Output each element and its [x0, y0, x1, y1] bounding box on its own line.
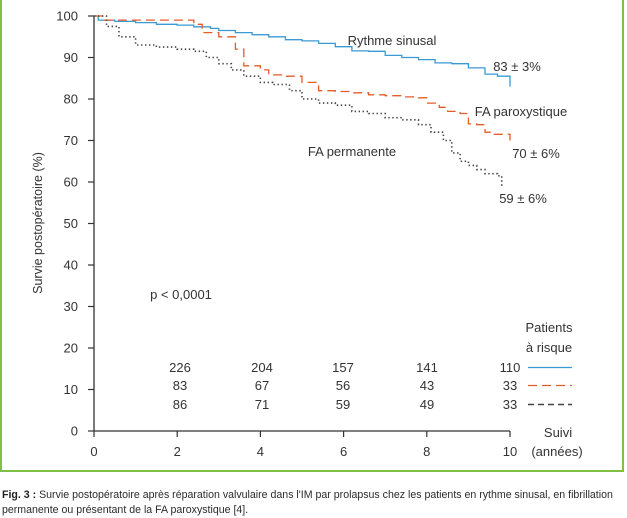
- p-value-label: p < 0,0001: [150, 287, 212, 302]
- caption-text: Survie postopératoire après réparation v…: [2, 489, 613, 516]
- caption-label: Fig. 3 :: [2, 489, 37, 501]
- risk-table-cell: 86: [173, 397, 187, 412]
- y-tick-label: 10: [64, 382, 78, 397]
- y-axis: 0 10 20 30 40 50 60 70 80 90 100: [56, 9, 95, 439]
- series-label-rythme-sinusal: Rythme sinusal: [348, 33, 437, 48]
- x-axis-label-line1: Suivi: [544, 425, 572, 440]
- frame-left-border: [0, 0, 2, 472]
- x-axis: 0 2 4 6 8 10: [90, 430, 517, 459]
- frame-right-border: [622, 0, 624, 472]
- series-line-fa-permanente: [94, 15, 503, 187]
- x-tick-label: 10: [503, 444, 517, 459]
- end-label-fa-permanente: 59 ± 6%: [499, 191, 547, 206]
- x-tick-label: 2: [174, 444, 181, 459]
- x-tick-label: 6: [340, 444, 347, 459]
- risk-table-cell: 56: [336, 378, 350, 393]
- risk-table-cell: 204: [251, 360, 273, 375]
- y-tick-label: 90: [64, 50, 78, 65]
- risk-table-cell: 110: [500, 360, 521, 375]
- chart-frame: Survie postopératoire (%) 0 10 20 30 40 50 60 7…: [0, 0, 624, 472]
- risk-table-cell: 157: [332, 360, 354, 375]
- series-layer: [94, 15, 511, 187]
- y-tick-label: 100: [56, 9, 78, 24]
- y-tick-label: 70: [64, 133, 78, 148]
- risk-table-cell: 33: [503, 378, 517, 393]
- series-line-rythme-sinusal: [94, 15, 511, 87]
- risk-table-cell: 141: [416, 360, 438, 375]
- risk-table-cell: 226: [169, 360, 191, 375]
- risk-table-title-line2: à risque: [526, 340, 572, 355]
- risk-table-cell: 43: [420, 378, 434, 393]
- y-tick-label: 20: [64, 341, 78, 356]
- frame-bottom-border: [0, 470, 624, 472]
- end-label-rythme-sinusal: 83 ± 3%: [493, 59, 541, 74]
- survival-chart: Survie postopératoire (%) 01020304050607…: [0, 0, 624, 472]
- y-tick-label: 50: [64, 216, 78, 231]
- y-tick-label: 0: [71, 424, 78, 439]
- risk-table-cell: 83: [173, 378, 187, 393]
- risk-table: 226 204 157 141 110 83 67 56 43 33 86 71 59 49 33: [169, 360, 572, 412]
- end-label-fa-paroxystique: 70 ± 6%: [512, 146, 560, 161]
- y-tick-label: 40: [64, 258, 78, 273]
- x-tick-label: 4: [257, 444, 264, 459]
- risk-table-cell: 33: [503, 397, 517, 412]
- y-tick-label: 60: [64, 175, 78, 190]
- risk-table-cell: 59: [336, 397, 350, 412]
- series-label-fa-permanente: FA permanente: [308, 144, 396, 159]
- risk-table-cell: 71: [255, 397, 269, 412]
- x-tick-label: 0: [90, 444, 97, 459]
- y-tick-label: 30: [64, 299, 78, 314]
- y-axis-label: Survie postopératoire (%): [31, 152, 45, 294]
- y-tick-label: 80: [64, 92, 78, 107]
- series-label-fa-paroxystique: FA paroxystique: [475, 104, 568, 119]
- series-line-fa-paroxystique: [94, 15, 511, 141]
- risk-table-title-line1: Patients: [526, 320, 573, 335]
- x-tick-label: 8: [423, 444, 430, 459]
- figure-caption: Fig. 3 : Survie postopératoire après rép…: [2, 488, 626, 518]
- x-axis-label-line2: (années): [531, 444, 582, 459]
- risk-table-cell: 49: [420, 397, 434, 412]
- risk-table-cell: 67: [255, 378, 269, 393]
